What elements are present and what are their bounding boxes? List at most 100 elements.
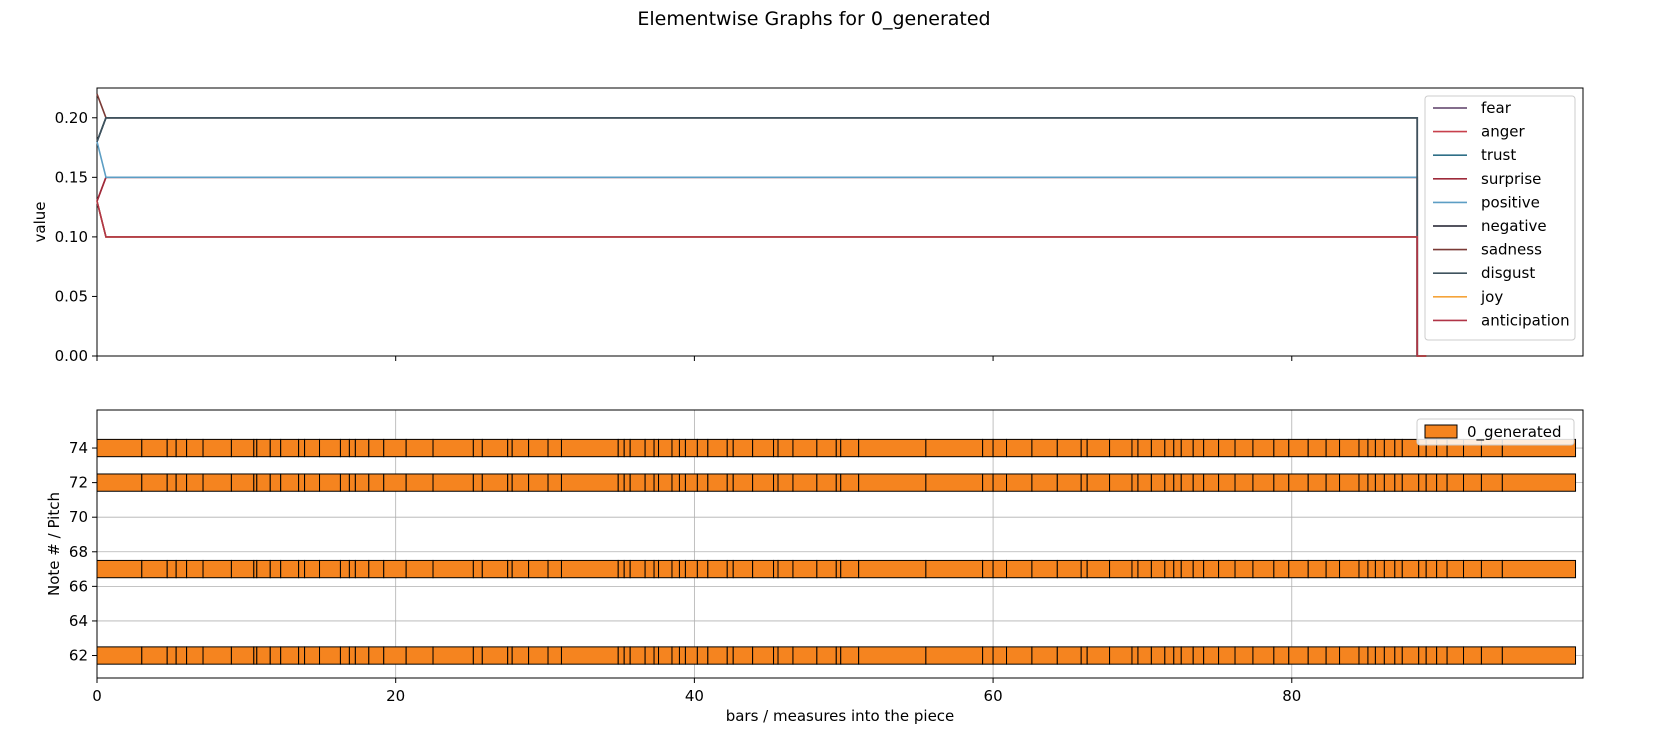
note-bar <box>726 559 734 579</box>
note-bar <box>141 559 168 579</box>
note-bar <box>1501 473 1577 492</box>
note-bar <box>1203 559 1220 579</box>
note-bar <box>472 438 483 458</box>
note-bar <box>1131 646 1139 665</box>
note-bar <box>1273 646 1290 665</box>
note-bar <box>432 646 474 665</box>
note-bar <box>175 473 188 492</box>
note-bar <box>1180 438 1194 458</box>
note-bar <box>1086 646 1111 665</box>
note-bar <box>547 646 562 665</box>
note-bar <box>925 438 984 458</box>
note-bar <box>671 438 680 458</box>
note-bar <box>1234 559 1254 579</box>
note-bar <box>1501 559 1577 579</box>
note-bar <box>1173 559 1182 579</box>
note-bar <box>166 559 177 579</box>
note-bar <box>383 559 407 579</box>
note-bar <box>481 473 509 492</box>
note-bar <box>1425 646 1438 665</box>
bottom-x-tick-label: 0 <box>92 687 102 705</box>
note-bar <box>507 438 513 458</box>
note-bar <box>644 559 655 579</box>
note-bar <box>1056 646 1082 665</box>
note-bar <box>528 438 549 458</box>
note-bar <box>925 646 984 665</box>
note-bar <box>186 473 204 492</box>
bottom-y-tick-label: 72 <box>69 474 88 492</box>
note-bar <box>304 646 321 665</box>
note-bar <box>1137 559 1152 579</box>
note-bar <box>1425 473 1438 492</box>
note-bar <box>792 473 818 492</box>
note-bar <box>511 438 530 458</box>
legend-label-negative: negative <box>1481 217 1547 235</box>
note-bar <box>256 559 271 579</box>
note-bar <box>354 438 370 458</box>
note-bar <box>432 438 474 458</box>
note-bar <box>1080 438 1088 458</box>
note-bar <box>405 438 434 458</box>
note-bar <box>528 473 549 492</box>
note-bar <box>678 438 686 458</box>
note-bar <box>348 559 356 579</box>
note-bar <box>511 559 530 579</box>
legend-label-anger: anger <box>1481 123 1525 141</box>
note-bar <box>1401 438 1420 458</box>
note-bar <box>186 559 204 579</box>
note-bar <box>1006 646 1033 665</box>
note-bar <box>992 559 1008 579</box>
bottom-y-tick-label: 68 <box>69 543 88 561</box>
note-bar <box>1131 473 1139 492</box>
note-bar <box>1137 473 1152 492</box>
top-y-tick-label: 0.15 <box>55 168 88 186</box>
note-bar <box>623 473 631 492</box>
note-bar <box>256 473 271 492</box>
note-bar <box>1150 559 1166 579</box>
note-bar <box>835 646 842 665</box>
note-bar <box>653 559 660 579</box>
note-bar <box>773 438 779 458</box>
note-bar <box>96 438 143 458</box>
note-bar <box>230 473 255 492</box>
note-bar <box>773 473 779 492</box>
bottom-x-tick-label: 20 <box>386 687 405 705</box>
note-bar <box>1418 559 1427 579</box>
note-bar <box>726 438 734 458</box>
note-bar <box>1383 646 1396 665</box>
note-bar <box>1436 473 1448 492</box>
note-bar <box>1307 559 1327 579</box>
note-bar <box>560 646 619 665</box>
note-bar <box>732 559 754 579</box>
note-bar <box>840 559 860 579</box>
note-bar <box>1150 473 1166 492</box>
note-bar <box>1307 646 1327 665</box>
note-bar <box>840 438 860 458</box>
top-x-ticks <box>96 356 1293 361</box>
note-bar <box>671 473 680 492</box>
note-bar <box>858 473 927 492</box>
note-bar <box>1374 559 1385 579</box>
note-bar <box>1325 438 1341 458</box>
note-bar <box>339 646 350 665</box>
note-bar <box>1192 559 1205 579</box>
note-bar <box>304 473 321 492</box>
note-bar <box>141 646 168 665</box>
note-bar <box>383 473 407 492</box>
bottom-y-tick-label: 74 <box>69 439 88 457</box>
note-bar <box>269 438 282 458</box>
note-bar <box>792 646 818 665</box>
note-bar <box>472 559 483 579</box>
note-bar <box>1109 473 1133 492</box>
note-bar <box>1234 438 1254 458</box>
note-bar <box>481 646 509 665</box>
note-bar <box>202 559 232 579</box>
note-bar <box>1288 559 1309 579</box>
note-bar <box>348 473 356 492</box>
note-bar <box>671 646 680 665</box>
note-bar <box>166 646 177 665</box>
note-bar <box>1164 646 1175 665</box>
note-bar <box>280 438 300 458</box>
note-bar <box>1401 646 1420 665</box>
